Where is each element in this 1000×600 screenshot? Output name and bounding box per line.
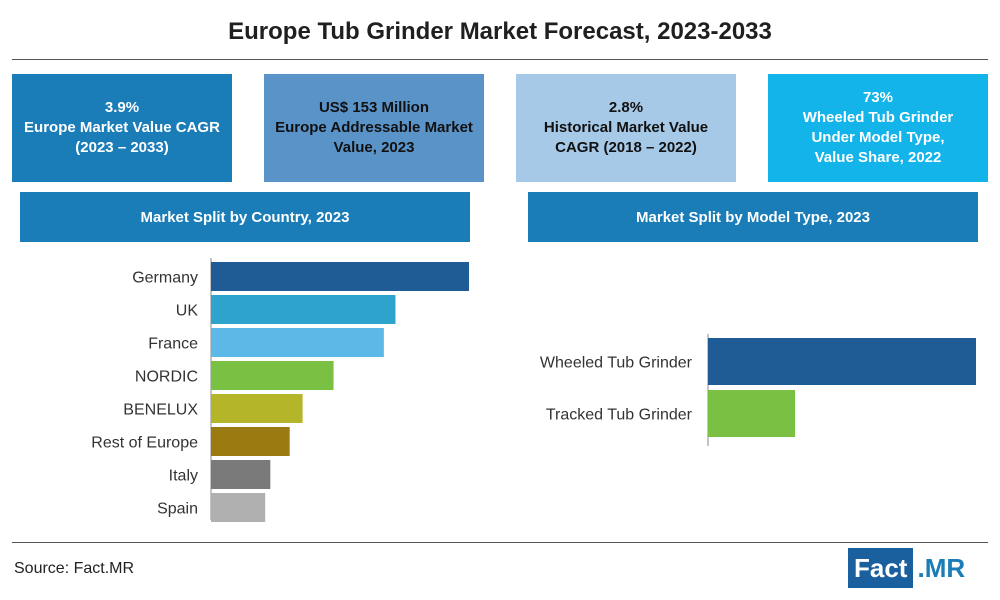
bar-france bbox=[211, 328, 384, 357]
kpi-box-addressable-market: US$ 153 Million Europe Addressable Marke… bbox=[264, 74, 484, 182]
tick-label-uk: UK bbox=[176, 303, 199, 320]
title-divider bbox=[12, 59, 988, 60]
tick-label-benelux: BENELUX bbox=[123, 402, 198, 419]
bar-rest-of-europe bbox=[211, 427, 290, 456]
kpi-box-historical-cagr: 2.8% Historical Market Value CAGR (2018 … bbox=[516, 74, 736, 182]
logo-left: Fact bbox=[848, 548, 914, 588]
section-header-country: Market Split by Country, 2023 bbox=[20, 192, 470, 242]
kpi-box-wheeled-share: 73% Wheeled Tub Grinder Under Model Type… bbox=[768, 74, 988, 182]
bar-tracked-tub-grinder bbox=[708, 390, 796, 437]
tick-label-spain: Spain bbox=[157, 501, 198, 518]
source-note: Source: Fact.MR bbox=[14, 560, 135, 577]
kpi-text: 2.8% Historical Market Value CAGR (2018 … bbox=[543, 98, 709, 157]
kpi-text: 73% Wheeled Tub Grinder Under Model Type… bbox=[802, 88, 954, 167]
tick-label-france: France bbox=[148, 336, 198, 353]
tick-label-tracked-tub-grinder: Tracked Tub Grinder bbox=[546, 407, 693, 424]
bar-germany bbox=[211, 262, 469, 291]
page-title: Europe Tub Grinder Market Forecast, 2023… bbox=[228, 18, 772, 45]
factmr-logo: Fact .MR bbox=[848, 548, 969, 588]
bar-wheeled-tub-grinder bbox=[708, 338, 976, 385]
kpi-text: 3.9% Europe Market Value CAGR (2023 – 20… bbox=[24, 98, 220, 157]
tick-label-wheeled-tub-grinder: Wheeled Tub Grinder bbox=[540, 355, 693, 372]
bar-benelux bbox=[211, 394, 303, 423]
tick-label-italy: Italy bbox=[169, 468, 198, 485]
kpi-text: US$ 153 Million Europe Addressable Marke… bbox=[275, 98, 473, 157]
bar-uk bbox=[211, 295, 396, 324]
section-header-model-type: Market Split by Model Type, 2023 bbox=[528, 192, 978, 242]
bar-italy bbox=[211, 460, 271, 489]
kpi-box-market-cagr: 3.9% Europe Market Value CAGR (2023 – 20… bbox=[12, 74, 232, 182]
tick-label-rest-of-europe: Rest of Europe bbox=[91, 435, 198, 452]
logo-right: .MR bbox=[917, 552, 966, 583]
tick-label-nordic: NORDIC bbox=[135, 369, 198, 386]
tick-label-germany: Germany bbox=[132, 270, 198, 287]
bar-nordic bbox=[211, 361, 334, 390]
footer-divider bbox=[12, 542, 988, 543]
bar-spain bbox=[211, 493, 266, 522]
